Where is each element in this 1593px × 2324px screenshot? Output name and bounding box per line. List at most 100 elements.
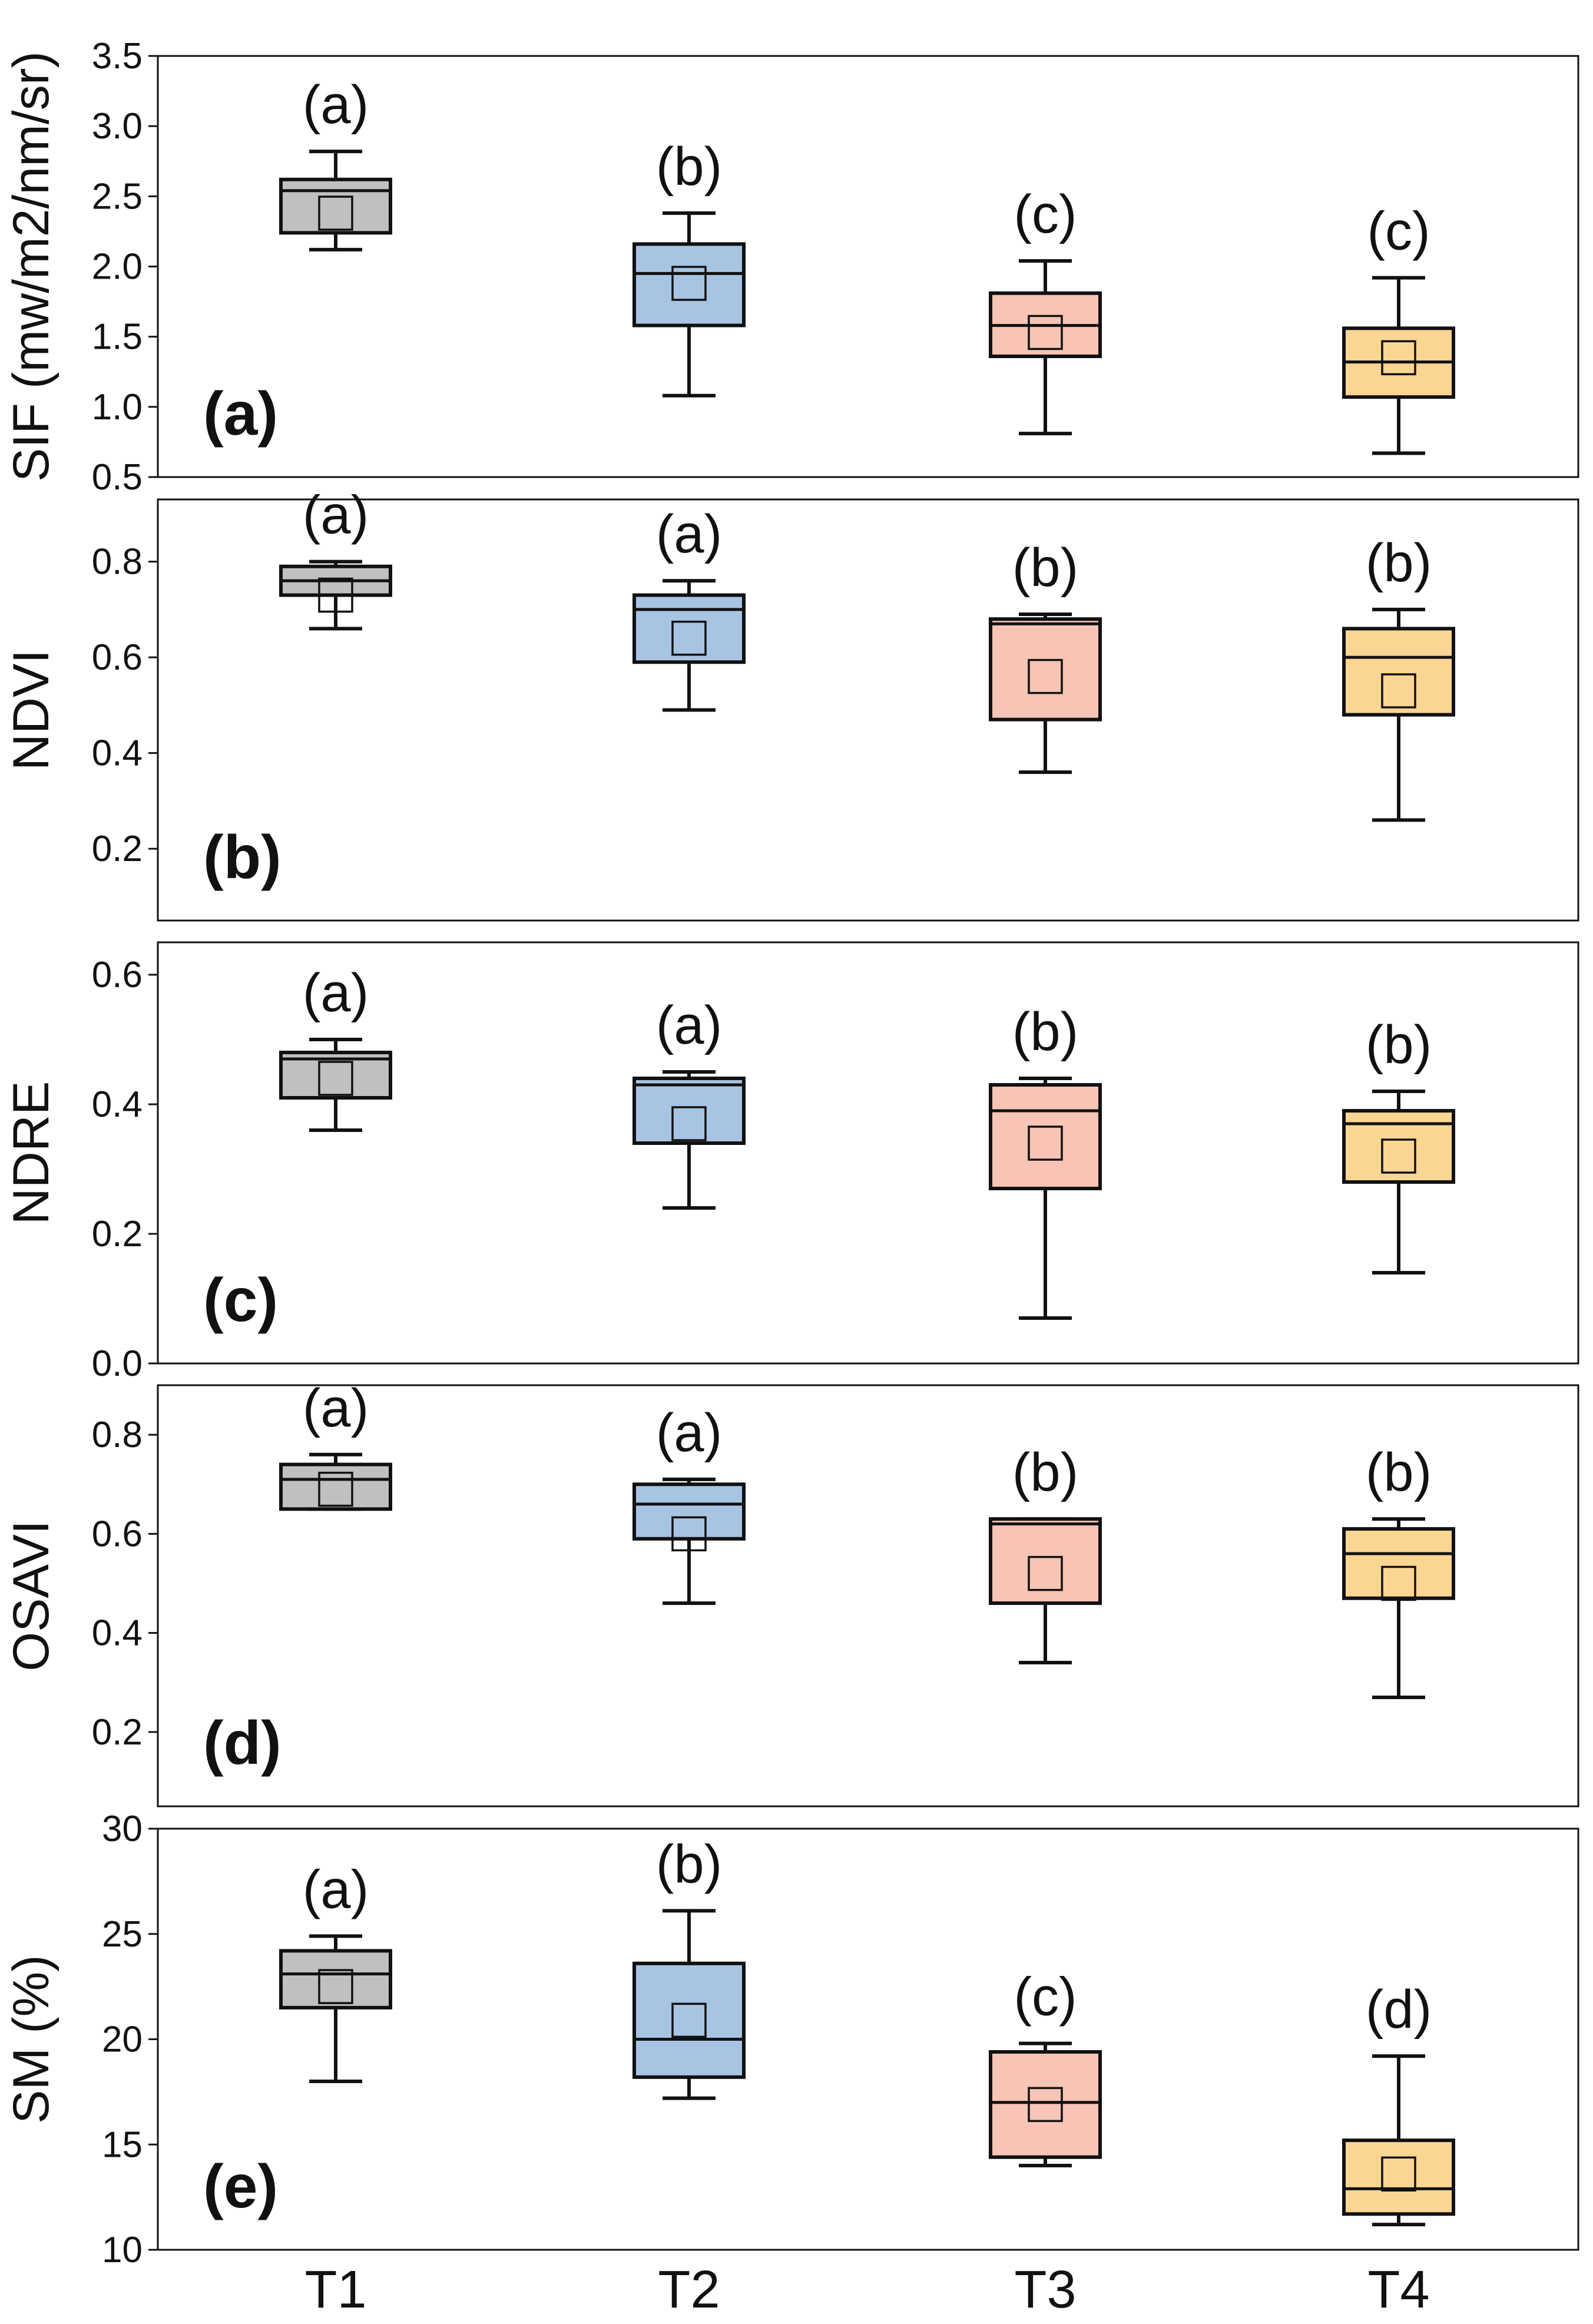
mean-marker (1028, 1125, 1063, 1161)
box-T1: (a) (279, 1378, 392, 1511)
y-axis-label: SIF (mw/m2/nm/sr) (3, 51, 59, 482)
panel-b: 0.8 0.6 0.4 0.2 NDVI (b) (a) (a) (b) (b) (3, 485, 1579, 922)
iqr-box (279, 1462, 392, 1511)
panel-d: 0.8 0.6 0.4 0.2 OSAVI (d) (a) (a) (b) (b) (3, 1378, 1579, 1807)
significance-letter: (b) (656, 1834, 722, 1894)
panel-c: 0.6 0.4 0.2 0.0 NDRE (c) (a) (a) (b) (b) (3, 941, 1579, 1384)
y-tick-label: 1.5 (92, 317, 143, 357)
y-tick-label: 20 (102, 2020, 143, 2060)
box-T4: (b) (1342, 1442, 1455, 1699)
y-tick-label: 0.4 (92, 733, 143, 774)
mean-marker (671, 2002, 707, 2038)
significance-letter: (b) (1012, 538, 1078, 598)
panel-label: (b) (203, 823, 281, 892)
y-tick-label: 0.6 (92, 637, 143, 678)
y-tick-label: 3.5 (92, 36, 143, 77)
panel-e: 30 25 20 15 10 SM (%) (e) (a) (b) (c) (d) T1 T2 T3 T4 (3, 1809, 1579, 2319)
x-category-label: T2 (658, 2260, 720, 2319)
significance-letter: (b) (1012, 1442, 1078, 1502)
mean-marker (1381, 1565, 1416, 1601)
y-tick-label: 2.5 (92, 176, 143, 217)
box-T3: (b) (989, 1442, 1102, 1665)
mean-marker (1028, 658, 1063, 694)
mean-marker (1381, 2156, 1416, 2192)
iqr-box (279, 1949, 392, 2010)
box-T1: (a) (279, 485, 392, 631)
mean-marker (1028, 314, 1063, 350)
y-tick-label: 0.0 (92, 1343, 143, 1384)
plot-frame (157, 1384, 1579, 1807)
y-tick-label: 0.2 (92, 1214, 143, 1254)
box-T2: (a) (632, 1403, 746, 1605)
y-tick-label: 0.4 (92, 1613, 143, 1654)
panel-label: (e) (203, 2153, 278, 2221)
box-T2: (a) (632, 995, 746, 1210)
y-tick-label: 0.8 (92, 1415, 143, 1455)
significance-letter: (a) (303, 1378, 369, 1438)
plot-frame (157, 941, 1579, 1365)
plot-frame (157, 498, 1579, 922)
panel-label: (d) (203, 1709, 281, 1777)
y-axis-label: OSAVI (3, 1520, 59, 1671)
iqr-box (632, 242, 746, 327)
y-tick-label: 0.8 (92, 542, 143, 582)
box-T4: (c) (1342, 201, 1455, 455)
mean-marker (1381, 673, 1416, 709)
panel-a: 3.5 3.0 2.5 2.0 1.5 1.0 0.5 SIF (mw/m2/nm/sr) (a… (3, 36, 1579, 498)
mean-marker (318, 1969, 353, 2004)
iqr-box (632, 593, 746, 664)
mean-marker (671, 1106, 707, 1141)
mean-marker (1028, 1555, 1063, 1591)
box-T2: (a) (632, 504, 746, 712)
y-tick-label: 3.0 (92, 106, 143, 147)
x-category-label: T4 (1367, 2260, 1429, 2319)
mean-marker (1028, 2087, 1063, 2123)
significance-letter: (b) (1366, 533, 1432, 593)
significance-letter: (a) (656, 995, 722, 1055)
y-axis-label: SM (%) (3, 1955, 59, 2124)
iqr-box (279, 177, 392, 235)
box-T4: (b) (1342, 1015, 1455, 1274)
significance-letter: (a) (303, 963, 369, 1023)
iqr-box (989, 617, 1102, 721)
significance-letter: (c) (1014, 184, 1077, 244)
iqr-box (632, 1961, 746, 2079)
box-T4: (b) (1342, 533, 1455, 822)
plot-frame (157, 55, 1579, 478)
mean-marker (671, 1516, 707, 1552)
mean-marker (1381, 1138, 1416, 1174)
y-tick-label: 0.2 (92, 829, 143, 869)
iqr-box (989, 1083, 1102, 1190)
panel-label: (a) (203, 380, 278, 448)
significance-letter: (a) (303, 75, 369, 135)
iqr-box (632, 1482, 746, 1541)
box-T2: (b) (632, 1834, 746, 2100)
x-category-label: T3 (1014, 2260, 1076, 2319)
significance-letter: (b) (1366, 1015, 1432, 1075)
y-tick-label: 0.6 (92, 955, 143, 995)
significance-letter: (b) (1012, 1002, 1078, 1062)
y-tick-label: 15 (102, 2124, 143, 2165)
y-tick-label: 0.5 (92, 457, 143, 498)
y-tick-label: 1.0 (92, 387, 143, 428)
y-tick-label: 2.0 (92, 247, 143, 287)
mean-marker (671, 620, 707, 656)
x-category-label: T1 (304, 2260, 366, 2319)
iqr-box (1342, 1109, 1455, 1184)
iqr-box (989, 2050, 1102, 2159)
iqr-box (1342, 627, 1455, 717)
mean-marker (318, 1061, 353, 1096)
y-tick-label: 0.6 (92, 1514, 143, 1554)
significance-letter: (a) (656, 504, 722, 564)
mean-marker (318, 1471, 353, 1507)
mean-marker (318, 196, 353, 231)
y-tick-label: 0.4 (92, 1084, 143, 1125)
iqr-box (1342, 2138, 1455, 2216)
box-T3: (c) (989, 184, 1102, 436)
y-axis-label: NDRE (3, 1081, 59, 1225)
box-T3: (b) (989, 1002, 1102, 1320)
box-T1: (a) (279, 963, 392, 1132)
significance-letter: (a) (656, 1403, 722, 1463)
box-T2: (b) (632, 137, 746, 398)
